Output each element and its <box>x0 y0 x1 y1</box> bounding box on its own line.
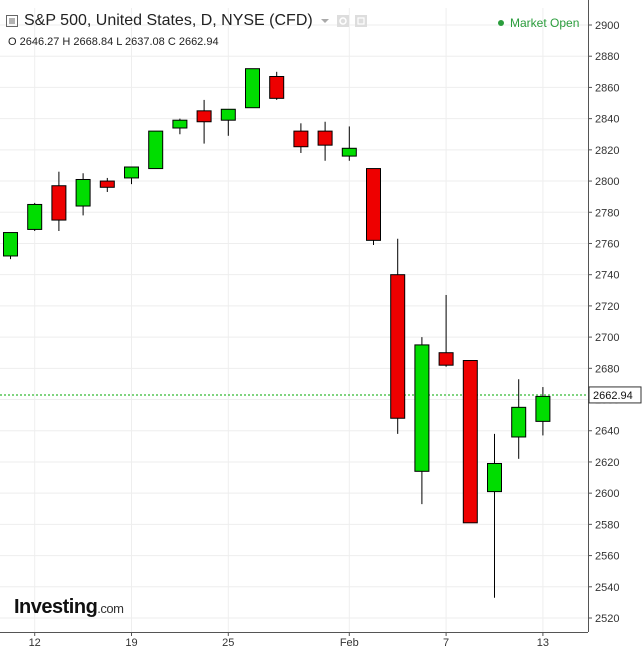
x-tick-label: 13 <box>537 637 549 649</box>
candle <box>99 177 115 192</box>
y-tick-label: 2620 <box>595 457 619 469</box>
candle-body-down <box>196 110 212 123</box>
x-tick-label: 25 <box>222 637 234 649</box>
candle-body-up <box>148 130 164 170</box>
x-tick-label: 19 <box>125 637 137 649</box>
candle <box>535 387 551 436</box>
logo-name: Investing <box>14 596 98 618</box>
candle-body-down <box>366 168 381 241</box>
y-tick-label: 2820 <box>595 145 619 157</box>
x-tick-label: 7 <box>443 637 449 649</box>
last-price-label: 2662.94 <box>593 390 633 402</box>
status-dot-icon <box>498 20 504 26</box>
candle-body-up <box>172 119 188 129</box>
candle-body-down <box>99 180 115 188</box>
y-tick-label: 2700 <box>595 332 619 344</box>
candle-body-up <box>341 147 357 157</box>
chart-header: S&P 500, United States, D, NYSE (CFD) <box>6 12 367 30</box>
x-tick-label: 12 <box>29 637 41 649</box>
candle-body-up <box>414 344 430 472</box>
candle-body-up <box>511 406 527 438</box>
market-status-label: Market Open <box>510 16 580 30</box>
candle-body-down <box>438 352 454 366</box>
logo-suffix: .com <box>97 601 124 616</box>
candle <box>245 68 260 109</box>
candle <box>511 379 527 459</box>
maximize-icon[interactable] <box>354 15 367 27</box>
candle <box>172 118 188 135</box>
candle <box>293 123 309 153</box>
candle <box>390 238 406 434</box>
candle <box>220 108 236 136</box>
grid-lines <box>0 8 588 632</box>
y-tick-label: 2860 <box>595 82 619 94</box>
candle <box>196 99 212 144</box>
candle <box>341 126 357 161</box>
settings-gear-icon[interactable] <box>336 15 349 27</box>
candle <box>487 433 502 598</box>
y-tick-label: 2600 <box>595 488 619 500</box>
candles <box>3 68 551 598</box>
investing-logo[interactable]: Investing.com <box>14 596 124 619</box>
candle-body-up <box>245 68 260 109</box>
y-tick-label: 2780 <box>595 207 619 219</box>
y-tick-label: 2740 <box>595 270 619 282</box>
y-tick-label: 2880 <box>595 51 619 63</box>
candle <box>148 130 164 170</box>
y-tick-label: 2840 <box>595 114 619 126</box>
candle-body-down <box>462 360 478 524</box>
candle <box>124 166 139 185</box>
candle-body-up <box>535 395 551 422</box>
y-tick-label: 2760 <box>595 238 619 250</box>
candle-body-up <box>220 108 236 121</box>
last-price-box <box>588 386 642 404</box>
y-tick-label: 2520 <box>595 613 619 625</box>
collapse-square-icon[interactable] <box>6 15 18 27</box>
candle <box>366 168 381 246</box>
y-tick-label: 2640 <box>595 426 619 438</box>
candle <box>462 360 478 524</box>
y-tick-label: 2800 <box>595 176 619 188</box>
candle-body-down <box>269 75 285 99</box>
candle-body-up <box>124 166 139 179</box>
y-tick-label: 2720 <box>595 301 619 313</box>
candle <box>3 232 18 260</box>
candle <box>269 71 285 100</box>
y-tick-label: 2540 <box>595 582 619 594</box>
market-status: Market Open <box>498 16 579 30</box>
ohlc-values: O 2646.27 H 2668.84 L 2637.08 C 2662.94 <box>8 36 219 48</box>
x-tick-label: Feb <box>340 637 359 649</box>
candle <box>438 294 454 367</box>
candle-body-down <box>317 130 333 146</box>
candle-body-up <box>75 178 91 207</box>
candle-body-down <box>51 185 67 221</box>
candle <box>75 173 91 216</box>
y-tick-label: 2900 <box>595 20 619 32</box>
candle-body-up <box>27 203 43 230</box>
candle <box>27 202 43 231</box>
candle-body-down <box>293 130 309 148</box>
candle <box>51 171 67 231</box>
dropdown-triangle-icon[interactable] <box>319 15 331 27</box>
y-tick-label: 2560 <box>595 551 619 563</box>
chart-title: S&P 500, United States, D, NYSE (CFD) <box>24 12 313 29</box>
candle <box>414 337 430 505</box>
y-tick-label: 2580 <box>595 519 619 531</box>
candle <box>317 121 333 161</box>
candle-body-down <box>390 274 406 419</box>
candle-body-up <box>487 463 502 493</box>
candle-body-up <box>3 232 18 257</box>
y-tick-label: 2680 <box>595 363 619 375</box>
